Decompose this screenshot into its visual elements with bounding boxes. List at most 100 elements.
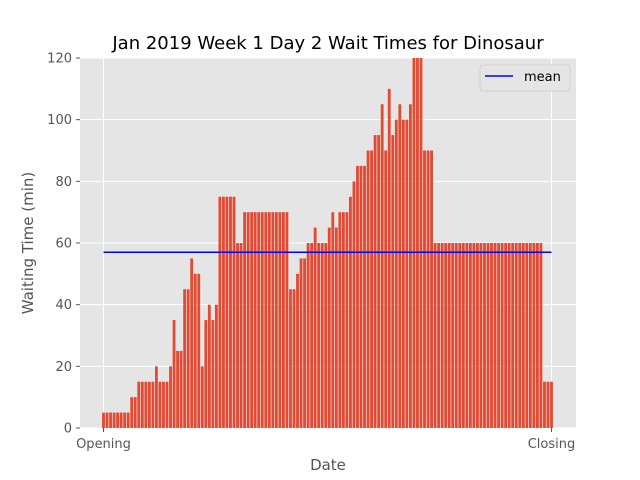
bar	[179, 350, 183, 428]
bar	[423, 150, 426, 428]
bar	[394, 119, 398, 429]
bar	[296, 273, 299, 428]
bar	[109, 412, 112, 428]
bar	[398, 104, 402, 428]
bar	[416, 58, 419, 428]
bar	[137, 381, 141, 428]
bar	[324, 243, 328, 428]
bar	[190, 258, 194, 428]
bar	[352, 181, 356, 428]
bar	[345, 212, 349, 428]
bar	[539, 243, 543, 428]
x-tick-label: Opening	[76, 437, 131, 452]
bar	[430, 150, 433, 428]
y-tick-label: 60	[55, 237, 72, 252]
bar	[366, 150, 370, 428]
bar	[236, 243, 239, 428]
bar	[281, 212, 285, 428]
bar	[144, 381, 148, 428]
bar	[140, 381, 144, 428]
legend-entry-mean: mean	[524, 70, 561, 85]
bar	[310, 243, 314, 428]
bar	[271, 212, 275, 428]
bar	[260, 212, 264, 428]
bar	[497, 243, 500, 428]
bar	[165, 381, 169, 428]
y-axis-label: Waiting Time (min)	[19, 172, 37, 315]
bar	[243, 212, 247, 428]
bar	[172, 320, 176, 428]
bar	[303, 258, 306, 428]
bar	[514, 243, 518, 428]
bar	[440, 243, 444, 428]
bar	[264, 212, 268, 428]
bar	[387, 88, 391, 428]
bar	[419, 58, 423, 428]
bar	[370, 150, 374, 428]
x-tick-label: Closing	[528, 437, 576, 452]
bar	[183, 289, 187, 428]
bar	[338, 212, 342, 428]
bar	[112, 412, 116, 428]
bar	[408, 104, 412, 428]
bar	[313, 227, 317, 428]
bar	[327, 227, 331, 428]
bar	[102, 412, 105, 428]
bar	[349, 196, 352, 428]
bar	[116, 412, 120, 428]
bar	[472, 243, 476, 428]
bar	[193, 273, 197, 428]
bar	[479, 243, 483, 428]
bar	[465, 243, 469, 428]
bar	[285, 212, 289, 428]
x-axis-label: Date	[310, 456, 346, 474]
bar	[486, 243, 490, 428]
bar	[214, 304, 218, 428]
bar	[458, 243, 462, 428]
bar	[197, 273, 201, 428]
bar	[239, 243, 243, 428]
bar	[341, 212, 345, 428]
bar	[186, 289, 190, 428]
bar	[158, 381, 162, 428]
bar	[218, 196, 222, 428]
bar	[267, 212, 271, 428]
bar	[401, 119, 405, 429]
bar	[105, 412, 109, 428]
x-gridlines	[103, 58, 552, 428]
y-tick-label: 120	[47, 52, 72, 67]
bar	[292, 289, 296, 428]
bar	[126, 412, 130, 428]
y-tick-label: 0	[64, 422, 72, 437]
y-tick-label: 20	[55, 360, 72, 375]
bar	[299, 258, 303, 428]
bar	[532, 243, 536, 428]
bar	[525, 243, 529, 428]
bar	[461, 243, 465, 428]
bar	[278, 212, 282, 428]
legend: mean	[479, 64, 571, 92]
bar	[437, 243, 441, 428]
bar	[528, 243, 532, 428]
bar	[222, 196, 225, 428]
bar	[373, 135, 377, 429]
bar	[504, 243, 508, 428]
bar	[229, 196, 232, 428]
bar	[543, 381, 546, 428]
y-tick-label: 100	[47, 113, 72, 128]
bar	[257, 212, 261, 428]
bar	[155, 366, 158, 428]
bar	[405, 119, 409, 429]
bar	[550, 381, 553, 428]
bar	[444, 243, 448, 428]
bar	[207, 304, 211, 428]
bar	[511, 243, 515, 428]
bar	[147, 381, 151, 428]
bar	[331, 212, 335, 428]
bar	[306, 243, 310, 428]
bar	[356, 165, 359, 428]
bar	[546, 381, 550, 428]
bar	[483, 243, 486, 428]
bar	[246, 212, 250, 428]
